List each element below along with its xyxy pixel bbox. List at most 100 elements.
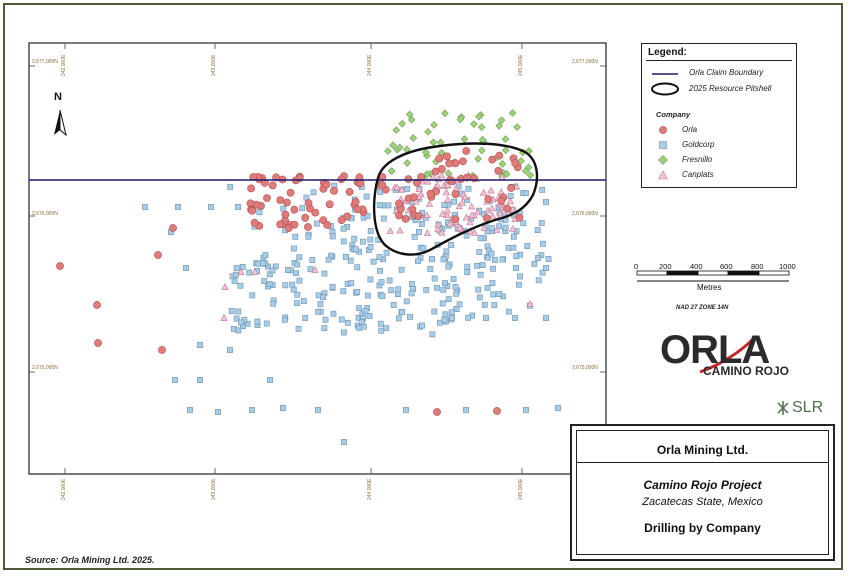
canplats-hole xyxy=(251,268,259,275)
canplats-hole xyxy=(442,188,451,196)
goldcorp-hole xyxy=(294,261,301,268)
goldcorp-hole xyxy=(329,283,336,290)
goldcorp-hole xyxy=(535,255,542,261)
orla-hole xyxy=(301,213,310,222)
goldcorp-hole xyxy=(511,233,517,240)
legend-orla-label: Orla xyxy=(682,125,698,134)
orla-hole xyxy=(515,213,524,222)
goldcorp-hole xyxy=(489,225,495,232)
goldcorp-hole xyxy=(538,220,545,226)
grid-ticks xyxy=(29,43,606,474)
orla-hole xyxy=(268,181,277,190)
goldcorp-hole xyxy=(183,265,189,271)
goldcorp-hole xyxy=(291,245,297,252)
canplats-hole xyxy=(311,266,319,273)
fresnillo-hole xyxy=(498,160,507,168)
orla-hole xyxy=(414,212,423,221)
goldcorp-hole xyxy=(517,273,523,280)
canplats-hole xyxy=(488,204,496,212)
orla-hole xyxy=(272,173,281,182)
goldcorp-hole xyxy=(383,325,390,332)
orla-hole xyxy=(353,205,362,214)
goldcorp-hole xyxy=(531,260,538,267)
goldcorp-hole xyxy=(450,276,457,282)
goldcorp-hole xyxy=(555,405,561,411)
goldcorp-hole xyxy=(465,185,472,192)
slr-logo-text: SLR xyxy=(792,399,824,416)
goldcorp-hole xyxy=(439,300,446,307)
goldcorp-hole xyxy=(477,271,484,278)
goldcorp-hole xyxy=(228,308,235,314)
orla-hole xyxy=(290,205,299,214)
goldcorp-hole xyxy=(321,270,328,277)
goldcorp-hole xyxy=(539,186,546,193)
goldcorp-hole xyxy=(302,315,309,321)
goldcorp-hole xyxy=(249,292,256,299)
orla-hole xyxy=(462,147,471,155)
pitshell-icon xyxy=(651,82,679,96)
fresnillo-hole xyxy=(430,121,438,129)
goldcorp-hole xyxy=(427,266,434,272)
goldcorp-hole xyxy=(440,286,447,293)
goldcorp-hole xyxy=(249,407,255,413)
orla-hole xyxy=(276,196,285,205)
goldcorp-hole xyxy=(315,308,322,315)
orla-hole xyxy=(410,193,418,201)
goldcorp-hole xyxy=(341,439,347,445)
goldcorp-hole xyxy=(378,279,385,285)
goldcorp-hole xyxy=(522,190,529,197)
goldcorp-hole xyxy=(280,405,286,411)
goldcorp-hole xyxy=(476,249,483,255)
goldcorp-hole xyxy=(267,377,273,383)
orla-swoosh-icon xyxy=(699,338,754,374)
goldcorp-hole xyxy=(197,377,203,383)
goldcorp-hole xyxy=(441,202,448,208)
goldcorp-hole xyxy=(263,320,270,327)
goldcorp-hole xyxy=(419,322,425,329)
orla-hole xyxy=(507,184,515,192)
goldcorp-hole xyxy=(475,286,482,293)
goldcorp-hole xyxy=(451,198,457,205)
canplats-hole xyxy=(496,209,504,217)
goldcorp-hole xyxy=(409,281,415,287)
goldcorp-hole xyxy=(448,309,455,316)
goldcorp-hole xyxy=(465,314,472,321)
canplats-hole xyxy=(506,197,515,205)
goldcorp-hole xyxy=(399,309,406,316)
northing-label-2675000: 2,675,000N xyxy=(32,365,58,371)
northing-label-2676000: 2,676,000N xyxy=(32,211,58,217)
goldcorp-hole xyxy=(294,291,301,298)
goldcorp-hole xyxy=(477,235,484,241)
orla-hole xyxy=(488,155,497,164)
goldcorp-hole xyxy=(352,246,359,253)
goldcorp-hole xyxy=(512,315,518,321)
canplats-hole xyxy=(458,198,466,206)
canplats-hole xyxy=(237,268,245,275)
orla-hole xyxy=(248,206,257,215)
goldcorp-hole xyxy=(344,319,351,326)
goldcorp-hole xyxy=(340,329,347,336)
scale-tick-200: 200 xyxy=(659,262,672,271)
goldcorp-hole xyxy=(390,302,397,308)
fresnillo-hole xyxy=(513,123,521,131)
orla-hole xyxy=(351,197,360,206)
canplats-hole xyxy=(393,183,401,191)
title-divider xyxy=(576,462,829,463)
goldcorp-hole xyxy=(463,407,469,413)
goldcorp-hole xyxy=(505,308,512,315)
orla-hole xyxy=(401,214,410,223)
goldcorp-hole xyxy=(448,242,455,248)
goldcorp-hole xyxy=(524,243,531,249)
fresnillo-hole xyxy=(495,121,503,130)
goldcorp-hole xyxy=(321,325,328,332)
title-location: Zacatecas State, Mexico xyxy=(642,496,763,508)
orla-hole xyxy=(404,175,413,184)
title-block: Orla Mining Ltd. Camino Rojo Project Zac… xyxy=(570,424,835,561)
fresnillo-hole xyxy=(423,170,431,179)
scale-tick-400: 400 xyxy=(690,262,703,271)
goldcorp-hole xyxy=(270,300,277,307)
canplats-hole xyxy=(443,180,452,188)
orla-logo-subtitle: CAMINO ROJO xyxy=(703,364,790,378)
orla-hole xyxy=(290,220,299,229)
fresnillo-hole xyxy=(409,134,418,142)
